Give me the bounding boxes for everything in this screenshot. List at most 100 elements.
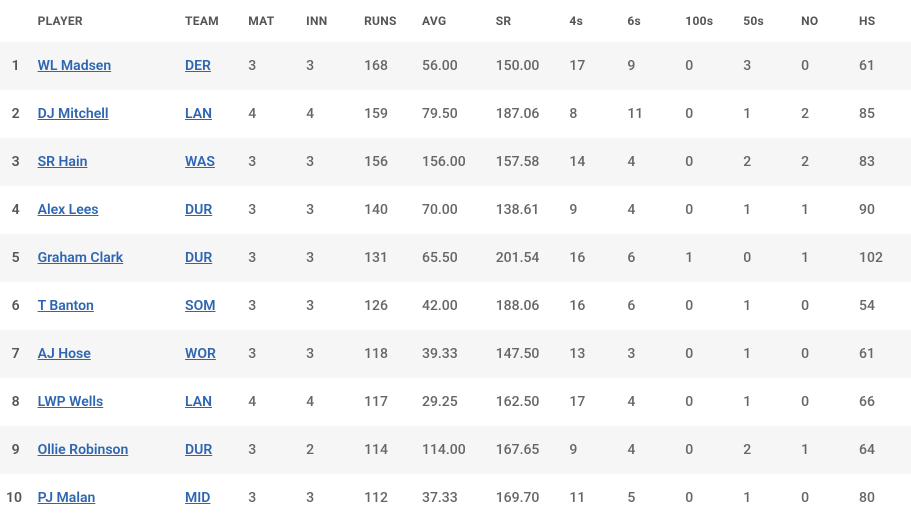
fifties-cell: 1 [737, 186, 795, 234]
team-link[interactable]: LAN [185, 394, 212, 410]
table-row: 10PJ MalanMID3311237.33169.7011501080 [0, 474, 911, 522]
col-header: AVG [416, 0, 490, 42]
avg-cell: 39.33 [416, 330, 490, 378]
sixes-cell: 11 [621, 90, 679, 138]
fifties-cell: 2 [737, 426, 795, 474]
player-link[interactable]: WL Madsen [38, 58, 112, 74]
player-link[interactable]: T Banton [38, 298, 94, 314]
rank-cell: 1 [0, 42, 32, 90]
team-link[interactable]: SOM [185, 298, 215, 314]
sixes-cell: 4 [621, 426, 679, 474]
fours-cell: 8 [563, 90, 621, 138]
team-cell: DER [179, 42, 242, 90]
rank-cell: 5 [0, 234, 32, 282]
hs-cell: 90 [853, 186, 911, 234]
team-cell: DUR [179, 186, 242, 234]
player-cell: LWP Wells [32, 378, 179, 426]
sr-cell: 150.00 [490, 42, 564, 90]
runs-cell: 126 [358, 282, 416, 330]
player-link[interactable]: PJ Malan [38, 490, 96, 506]
hs-cell: 85 [853, 90, 911, 138]
team-link[interactable]: WOR [185, 346, 216, 362]
mat-cell: 4 [242, 90, 300, 138]
mat-cell: 3 [242, 426, 300, 474]
col-header: TEAM [179, 0, 242, 42]
player-link[interactable]: LWP Wells [38, 394, 104, 410]
player-cell: AJ Hose [32, 330, 179, 378]
avg-cell: 114.00 [416, 426, 490, 474]
fours-cell: 17 [563, 378, 621, 426]
runs-cell: 168 [358, 42, 416, 90]
col-header [0, 0, 32, 42]
runs-cell: 159 [358, 90, 416, 138]
col-header: RUNS [358, 0, 416, 42]
team-link[interactable]: DUR [185, 250, 212, 266]
runs-cell: 114 [358, 426, 416, 474]
team-link[interactable]: LAN [185, 106, 212, 122]
col-header: NO [795, 0, 853, 42]
hundreds-cell: 0 [679, 474, 737, 522]
sixes-cell: 3 [621, 330, 679, 378]
no-cell: 0 [795, 474, 853, 522]
player-cell: T Banton [32, 282, 179, 330]
col-header: SR [490, 0, 564, 42]
team-cell: DUR [179, 234, 242, 282]
player-link[interactable]: SR Hain [38, 154, 88, 170]
sixes-cell: 6 [621, 282, 679, 330]
inn-cell: 2 [300, 426, 358, 474]
player-link[interactable]: DJ Mitchell [38, 106, 109, 122]
avg-cell: 156.00 [416, 138, 490, 186]
hundreds-cell: 0 [679, 90, 737, 138]
team-link[interactable]: MID [185, 490, 210, 506]
fours-cell: 11 [563, 474, 621, 522]
hs-cell: 102 [853, 234, 911, 282]
player-cell: Graham Clark [32, 234, 179, 282]
no-cell: 1 [795, 234, 853, 282]
no-cell: 1 [795, 186, 853, 234]
inn-cell: 3 [300, 42, 358, 90]
no-cell: 2 [795, 138, 853, 186]
table-row: 5Graham ClarkDUR3313165.50201.5416610110… [0, 234, 911, 282]
no-cell: 0 [795, 282, 853, 330]
player-link[interactable]: Alex Lees [38, 202, 99, 218]
team-link[interactable]: WAS [185, 154, 215, 170]
player-link[interactable]: Ollie Robinson [38, 442, 129, 458]
team-cell: LAN [179, 378, 242, 426]
rank-cell: 7 [0, 330, 32, 378]
table-row: 1WL MadsenDER3316856.00150.0017903061 [0, 42, 911, 90]
fifties-cell: 3 [737, 42, 795, 90]
fifties-cell: 1 [737, 474, 795, 522]
player-link[interactable]: AJ Hose [38, 346, 91, 362]
hs-cell: 61 [853, 42, 911, 90]
hundreds-cell: 0 [679, 378, 737, 426]
col-header: 50s [737, 0, 795, 42]
sr-cell: 187.06 [490, 90, 564, 138]
runs-cell: 156 [358, 138, 416, 186]
fours-cell: 16 [563, 282, 621, 330]
runs-cell: 118 [358, 330, 416, 378]
runs-cell: 131 [358, 234, 416, 282]
rank-cell: 3 [0, 138, 32, 186]
col-header: PLAYER [32, 0, 179, 42]
mat-cell: 3 [242, 282, 300, 330]
no-cell: 0 [795, 330, 853, 378]
table-header-row: PLAYERTEAMMATINNRUNSAVGSR4s6s100s50sNOHS [0, 0, 911, 42]
avg-cell: 37.33 [416, 474, 490, 522]
sixes-cell: 5 [621, 474, 679, 522]
mat-cell: 4 [242, 378, 300, 426]
hundreds-cell: 0 [679, 426, 737, 474]
fours-cell: 9 [563, 186, 621, 234]
inn-cell: 3 [300, 234, 358, 282]
player-link[interactable]: Graham Clark [38, 250, 124, 266]
avg-cell: 56.00 [416, 42, 490, 90]
player-cell: WL Madsen [32, 42, 179, 90]
team-link[interactable]: DUR [185, 442, 212, 458]
team-link[interactable]: DUR [185, 202, 212, 218]
team-cell: MID [179, 474, 242, 522]
mat-cell: 3 [242, 42, 300, 90]
inn-cell: 4 [300, 90, 358, 138]
player-cell: Ollie Robinson [32, 426, 179, 474]
rank-cell: 9 [0, 426, 32, 474]
hundreds-cell: 1 [679, 234, 737, 282]
team-link[interactable]: DER [185, 58, 211, 74]
